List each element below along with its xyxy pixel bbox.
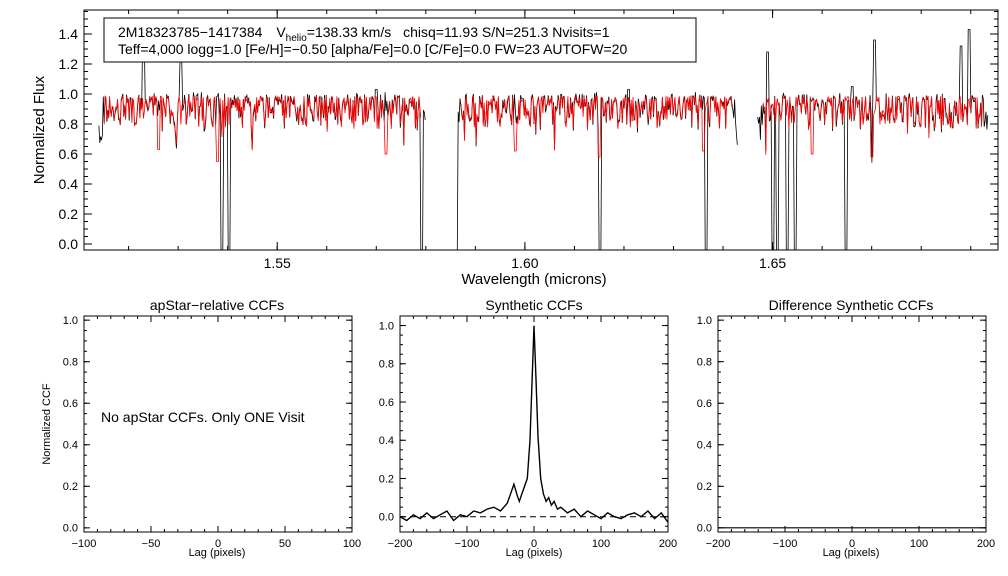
annotation-vhelio-prefix: V: [276, 24, 286, 40]
spectrum-y-tick-label: 0.2: [59, 206, 79, 222]
spectrum-annotation-box: [103, 17, 697, 63]
spectrum-y-tick-label: 0.6: [59, 146, 79, 162]
apstar-ccf-y-tick-label: 1.0: [63, 315, 78, 327]
synthetic-ccf-y-tick-label: 0.6: [379, 397, 394, 409]
difference-ccf-title: Difference Synthetic CCFs: [769, 297, 934, 313]
spectrum-y-tick-label: 1.2: [59, 56, 79, 72]
spectrum-annotation-line2: Teff=4,000 logg=1.0 [Fe/H]=−0.50 [alpha/…: [118, 41, 627, 57]
spectrum-model-line-chip-1: [103, 94, 422, 162]
spectrum-observed-line-chip-3: [757, 29, 989, 251]
apstar-ccf-y-tick-label: 0.6: [63, 398, 78, 410]
spectrum-annotation-line1: 2M18323785−1417384 Vhelio=138.33 km/s ch…: [118, 24, 610, 44]
spectrum-plot-frame: [83, 9, 999, 251]
synthetic-ccf-x-tick-label: 100: [592, 538, 610, 550]
apstar-ccf-x-axis-label: Lag (pixels): [189, 547, 246, 559]
difference-ccf-x-tick-label: −100: [773, 538, 798, 550]
difference-ccf-plot-frame: [717, 315, 987, 533]
synthetic-ccf-y-tick-label: 0.8: [379, 359, 394, 371]
apstar-ccf-message: No apStar CCFs. Only ONE Visit: [101, 409, 305, 425]
spectrum-x-tick-label: 1.65: [759, 255, 786, 271]
synthetic-ccf-x-tick-label: 0: [531, 538, 537, 550]
apstar-ccf-x-tick-label: 100: [343, 538, 361, 550]
difference-ccf-x-tick-label: 200: [977, 538, 995, 550]
synthetic-ccf-x-tick-label: −100: [455, 538, 480, 550]
synthetic-ccf-x-tick-label: 200: [659, 538, 677, 550]
spectrum-y-tick-label: 0.4: [59, 176, 79, 192]
spectrum-model-line-chip-3: [762, 94, 983, 158]
difference-ccf-y-tick-label: 0.8: [697, 357, 712, 369]
synthetic-ccf-y-tick-label: 0.0: [379, 512, 394, 524]
difference-ccf-y-tick-label: 1.0: [697, 315, 712, 327]
synthetic-ccf-plot-area: [399, 325, 669, 523]
spectrum-y-tick-label: 0.8: [59, 116, 79, 132]
spectrum-model-line-chip-2: [460, 95, 734, 158]
difference-ccf-x-tick-label: 100: [910, 538, 928, 550]
apstar-ccf-title: apStar−relative CCFs: [150, 297, 284, 313]
apstar-ccf-y-tick-label: 0.8: [63, 357, 78, 369]
spectrum-x-tick-label: 1.55: [264, 255, 291, 271]
synthetic-ccf-x-axis-label: Lag (pixels): [506, 547, 563, 559]
apstar-ccf-y-tick-label: 0.0: [63, 523, 78, 535]
spectrum-y-axis-label: Normalized Flux: [31, 75, 48, 184]
difference-ccf-y-tick-label: 0.6: [697, 398, 712, 410]
synthetic-ccf-axis-ticks: −200 −100 0 100 200 0.0 0.2 0.4 0.6 0.8 1.0: [379, 315, 677, 550]
difference-ccf-x-tick-label: −200: [706, 538, 731, 550]
apstar-ccf-x-tick-label: −100: [72, 538, 97, 550]
difference-ccf-axis-ticks: −200 −100 0 100 200 0.0 0.2 0.4 0.6 0.8 1.0: [697, 315, 995, 550]
annotation-vhelio-value: =138.33 km/s: [307, 24, 391, 40]
spectrum-x-axis-label: Wavelength (microns): [461, 271, 606, 288]
spectrum-y-tick-label: 1.4: [59, 26, 79, 42]
spectrum-y-tick-label: 0.0: [59, 236, 79, 252]
difference-ccf-y-tick-label: 0.0: [697, 523, 712, 535]
apstar-ccf-x-tick-label: 0: [215, 538, 221, 550]
annotation-vhelio-subscript: helio: [286, 33, 308, 44]
apstar-ccf-y-axis-label: Normalized CCF: [41, 383, 53, 465]
spectrum-y-tick-label: 1.0: [59, 86, 79, 102]
difference-ccf-y-tick-label: 0.4: [697, 440, 712, 452]
synthetic-ccf-y-tick-label: 1.0: [379, 320, 394, 332]
annotation-star-id: 2M18323785−1417384: [118, 24, 263, 40]
apstar-ccf-y-tick-label: 0.4: [63, 440, 78, 452]
synthetic-ccf-line: [399, 325, 669, 523]
spectrum-panel: 1.55 1.60 1.65 0.0 0.2 0.4 0.6 0.8 1.0 1.2 1.4 Nor…: [31, 9, 999, 288]
synthetic-ccf-y-tick-label: 0.2: [379, 473, 394, 485]
synthetic-ccf-x-tick-label: −200: [388, 538, 413, 550]
spectrum-observed-line-chip-1: [98, 39, 426, 251]
difference-ccf-x-axis-label: Lag (pixels): [823, 547, 880, 559]
apstar-ccf-axis-ticks: −100 −50 0 50 100 0.0 0.2 0.4 0.6 0.8 1.0: [63, 315, 361, 550]
spectrum-plot-area: [98, 29, 989, 251]
spectrum-axis-ticks: 1.55 1.60 1.65 0.0 0.2 0.4 0.6 0.8 1.0 1.2 1.4: [59, 10, 998, 271]
apstar-ccf-y-tick-label: 0.2: [63, 481, 78, 493]
spectrum-x-tick-label: 1.60: [511, 255, 538, 271]
synthetic-ccf-title: Synthetic CCFs: [485, 297, 582, 313]
difference-ccf-x-tick-label: 0: [849, 538, 855, 550]
difference-ccf-y-tick-label: 0.2: [697, 481, 712, 493]
synthetic-ccf-panel: Synthetic CCFs −200 −100 0 100 200 0.0 0.2 0.4 0…: [379, 297, 677, 559]
difference-ccf-panel: Difference Synthetic CCFs −200 −100 0 100 20…: [697, 297, 995, 559]
synthetic-ccf-y-tick-label: 0.4: [379, 435, 394, 447]
apstar-ccf-panel: apStar−relative CCFs −100 −50 0 50 100 0.0 0.2…: [41, 297, 361, 559]
apstar-ccf-x-tick-label: −50: [142, 538, 161, 550]
annotation-stats: chisq=11.93 S/N=251.3 Nvisits=1: [403, 24, 610, 40]
apstar-ccf-x-tick-label: 50: [279, 538, 291, 550]
synthetic-ccf-plot-frame: [399, 315, 669, 533]
